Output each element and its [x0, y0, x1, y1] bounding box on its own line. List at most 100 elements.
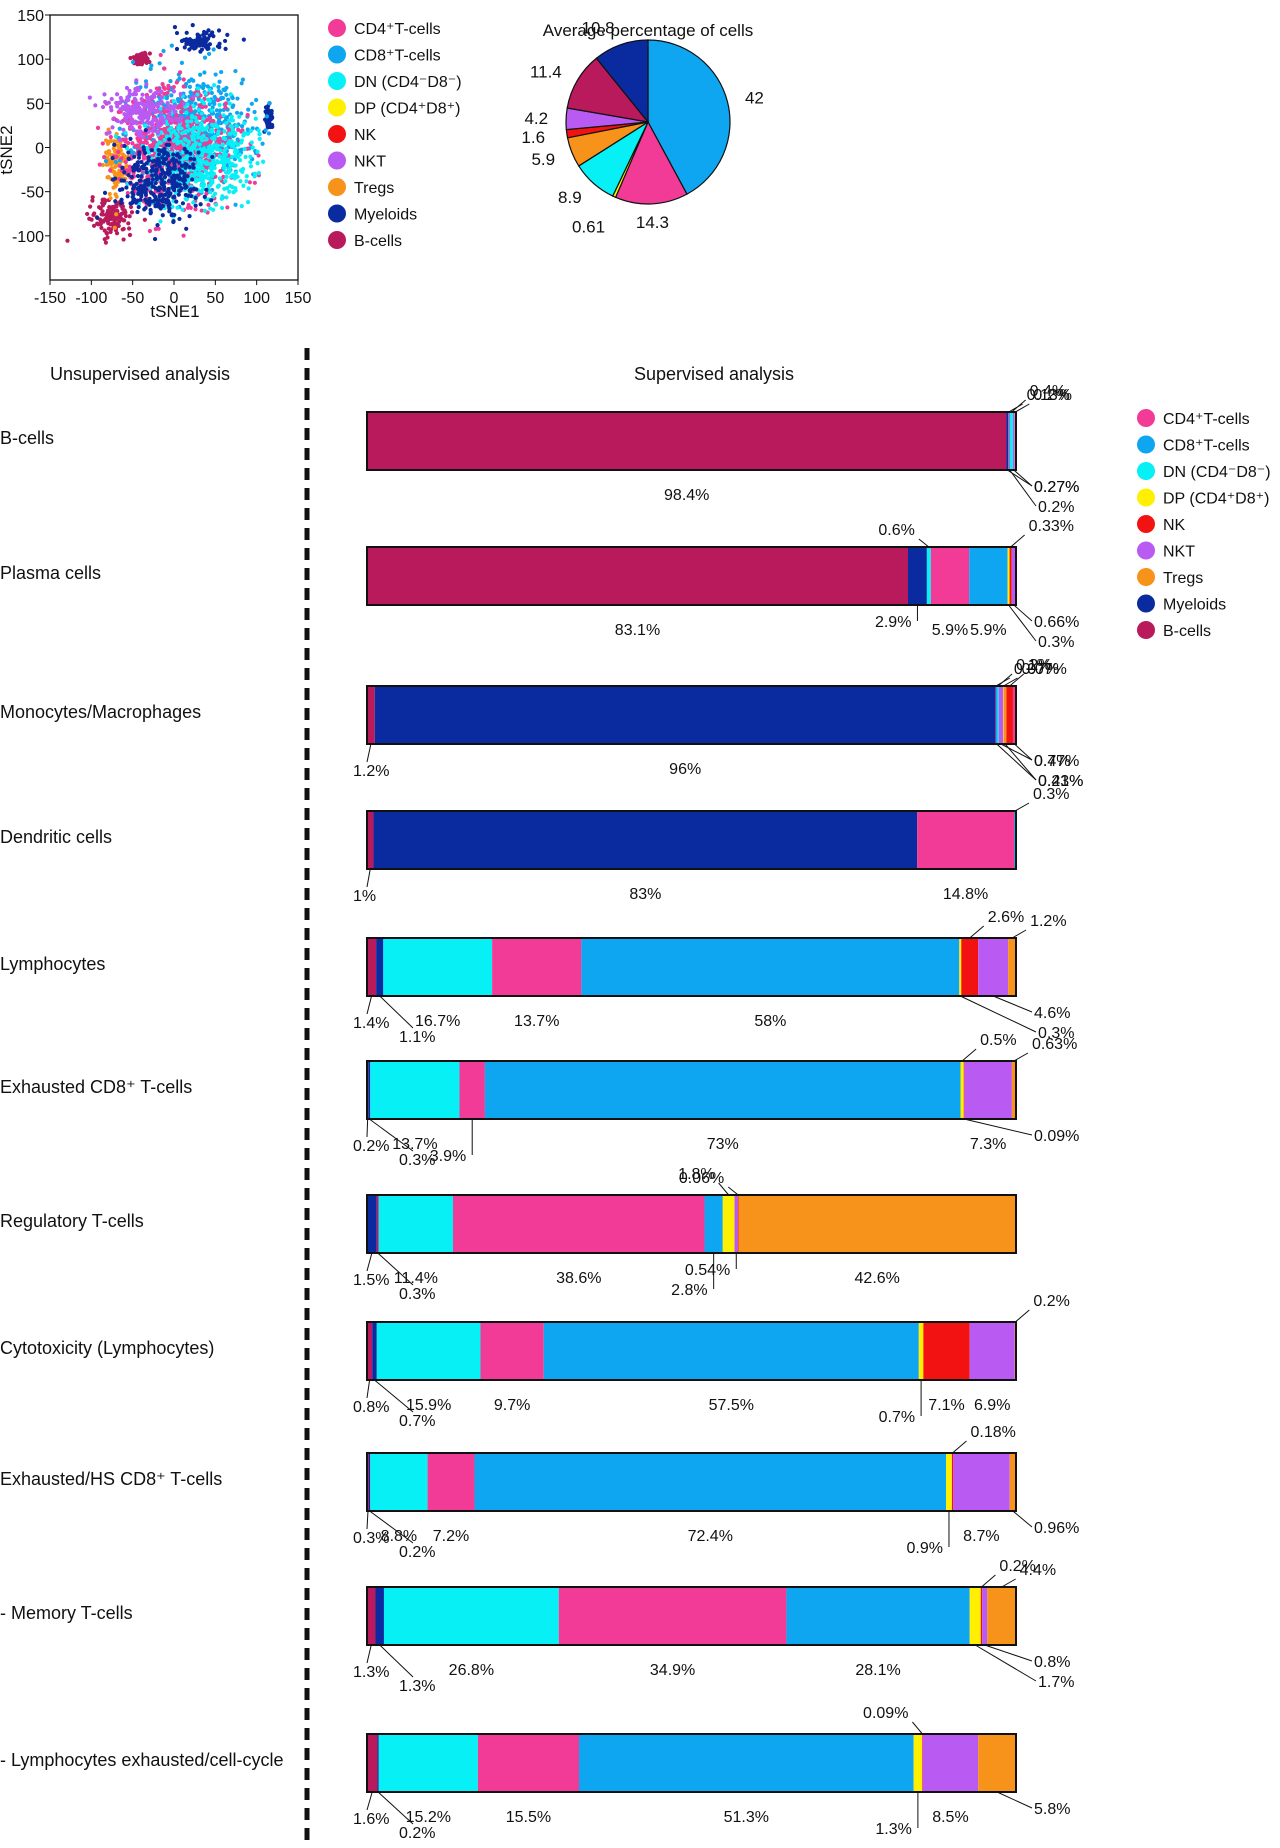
- tsne-point-9: [120, 165, 125, 171]
- tsne-point-9: [148, 210, 153, 215]
- tsne-point-8: [102, 92, 107, 97]
- bar-leader-line: [379, 1644, 414, 1678]
- bar-value-label: 6.9%: [974, 1397, 1010, 1414]
- tsne-point-9: [143, 128, 148, 133]
- tsne-point-9: [155, 159, 160, 165]
- bar-value-label: 1.3%: [353, 1664, 389, 1681]
- tsne-point-7: [220, 142, 225, 148]
- tsne-point-3: [120, 211, 125, 216]
- side-legend-marker-NKT: [1137, 541, 1155, 560]
- tsne-point-3: [142, 217, 147, 222]
- tsne-point-7: [224, 121, 229, 126]
- tsne-point-6: [160, 82, 165, 87]
- tsne-point-6: [181, 77, 186, 82]
- tsne-point-4: [115, 143, 121, 148]
- bar-segment-Myeloids: [375, 1587, 384, 1645]
- tsne-point-7: [233, 186, 238, 191]
- tsne-point-6: [161, 134, 166, 139]
- tsne-point-6: [125, 191, 130, 196]
- tsne-point-5: [233, 68, 238, 74]
- tsne-point-6: [123, 159, 128, 165]
- tsne-point-7: [196, 135, 201, 140]
- bar-segment-DN: [383, 1587, 559, 1645]
- bar-value-label: 1.3%: [875, 1821, 911, 1838]
- legend-marker-NKT: [328, 151, 346, 170]
- tsne-point-7: [202, 208, 208, 213]
- legend-label-DP: DP (CD4⁺D8⁺): [354, 101, 460, 118]
- tsne-point-3: [118, 214, 123, 219]
- bar-value-label: 9.7%: [494, 1397, 530, 1414]
- tsne-point-6: [100, 141, 105, 146]
- tsne-point-6: [182, 123, 187, 128]
- tsne-point-8: [165, 116, 171, 121]
- bar-value-label: 15.9%: [406, 1397, 451, 1414]
- tsne-point-3: [120, 204, 126, 209]
- tsne-point-9: [192, 157, 197, 162]
- bar-value-label: 3.9%: [430, 1148, 466, 1165]
- tsne-point-6: [162, 91, 167, 97]
- tsne-point-7: [199, 121, 204, 126]
- bar-leader-line: [912, 1721, 923, 1735]
- side-legend-label-CD4: CD4⁺T-cells: [1163, 411, 1250, 428]
- legend-top: CD4⁺T-cells CD8⁺T-cells DN (CD4⁻D8⁻) DP (CD…: [328, 19, 462, 250]
- tsne-point-6: [130, 141, 135, 146]
- tsne-point-7: [189, 119, 194, 124]
- tsne-point-6: [199, 208, 204, 213]
- tsne-point-9: [177, 160, 182, 165]
- tsne-point-8: [146, 112, 151, 117]
- tsne-x-tick-label: 50: [206, 290, 224, 307]
- tsne-point-9: [150, 177, 156, 182]
- bar-leader-line: [368, 1118, 414, 1152]
- bar-leader-line: [1011, 929, 1027, 939]
- bar-row-7: Cytotoxicity (Lymphocytes)0.8%0.7%15.9% 9…: [0, 1293, 1070, 1430]
- tsne-point-9: [119, 200, 124, 206]
- bar-value-label: 83.1%: [615, 622, 660, 639]
- pie-label-Tregs: 5.9: [531, 150, 555, 169]
- tsne-point-8: [87, 95, 92, 100]
- bar-value-label: 0.2%: [1033, 1293, 1069, 1310]
- bar-frame: [366, 1452, 1017, 1512]
- tsne-point-7: [224, 195, 229, 200]
- tsne-point-8: [174, 116, 179, 122]
- tsne-point-5: [252, 109, 257, 115]
- tsne-point-9: [184, 150, 189, 155]
- tsne-point-9: [154, 177, 159, 182]
- tsne-point-9: [163, 150, 168, 155]
- tsne-point-0: [184, 30, 189, 35]
- bar-leader-line: [1012, 1510, 1033, 1528]
- tsne-point-7: [169, 125, 174, 130]
- tsne-point-7: [208, 150, 213, 156]
- bar-segment-NK: [1009, 547, 1012, 605]
- tsne-point-6: [126, 140, 131, 146]
- tsne-point-9: [179, 163, 185, 168]
- tsne-point-5: [169, 93, 174, 98]
- tsne-point-8: [124, 85, 130, 91]
- bar-segment-Myeloids: [368, 1453, 371, 1511]
- tsne-point-6: [181, 119, 186, 124]
- tsne-point-7: [185, 123, 190, 128]
- bar-segment-DP: [722, 1195, 735, 1253]
- tsne-point-8: [144, 102, 149, 107]
- bar-segment-DP: [1007, 547, 1010, 605]
- tsne-point-0: [174, 30, 180, 36]
- tsne-point-8: [115, 104, 120, 109]
- tsne-point-9: [184, 226, 189, 231]
- tsne-point-5: [239, 81, 244, 86]
- bar-value-label: 26.8%: [449, 1662, 494, 1679]
- legend-marker-CD8: [328, 45, 346, 64]
- bar-segment-Bcells: [367, 547, 908, 605]
- tsne-point-8: [142, 113, 148, 119]
- tsne-point-6: [136, 138, 141, 144]
- bar-frame: [366, 810, 1017, 870]
- tsne-point-7: [195, 92, 200, 97]
- tsne-point-3: [108, 211, 113, 216]
- bar-value-label: 8.7%: [963, 1528, 999, 1545]
- tsne-point-6: [256, 153, 261, 158]
- tsne-point-7: [219, 205, 225, 211]
- bar-segment-CD4: [558, 1587, 787, 1645]
- tsne-point-6: [207, 115, 213, 120]
- bar-segment-Bcells: [367, 938, 377, 996]
- side-legend-label-CD8: CD8⁺T-cells: [1163, 438, 1250, 455]
- bar-segment-CD4: [1008, 412, 1010, 470]
